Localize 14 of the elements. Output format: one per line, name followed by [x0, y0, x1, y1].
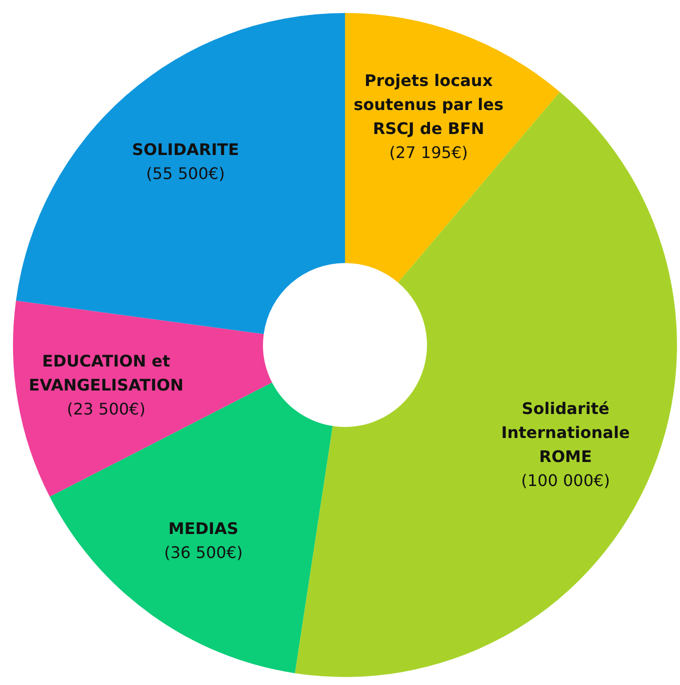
data-label: (23 500€) [66, 399, 146, 418]
slice-label: EDUCATION et EVANGELISATION [28, 351, 184, 394]
data-label: (36 500€) [164, 543, 243, 562]
donut-slice [294, 92, 677, 677]
slice-label: Solidarité Internationale ROME [501, 398, 630, 466]
data-label: (55 500€) [146, 164, 225, 183]
slice-label: MEDIAS [168, 519, 238, 538]
data-label: (27 195€) [389, 142, 468, 162]
slice-label: Projets locaux soutenus par les RSCJ de BFN [354, 70, 504, 138]
donut-slice [16, 13, 345, 334]
donut-slice [13, 300, 272, 497]
slice-label: SOLIDARITE [132, 140, 240, 159]
data-label: (100 000€) [521, 470, 610, 490]
donut-slice [345, 13, 560, 282]
